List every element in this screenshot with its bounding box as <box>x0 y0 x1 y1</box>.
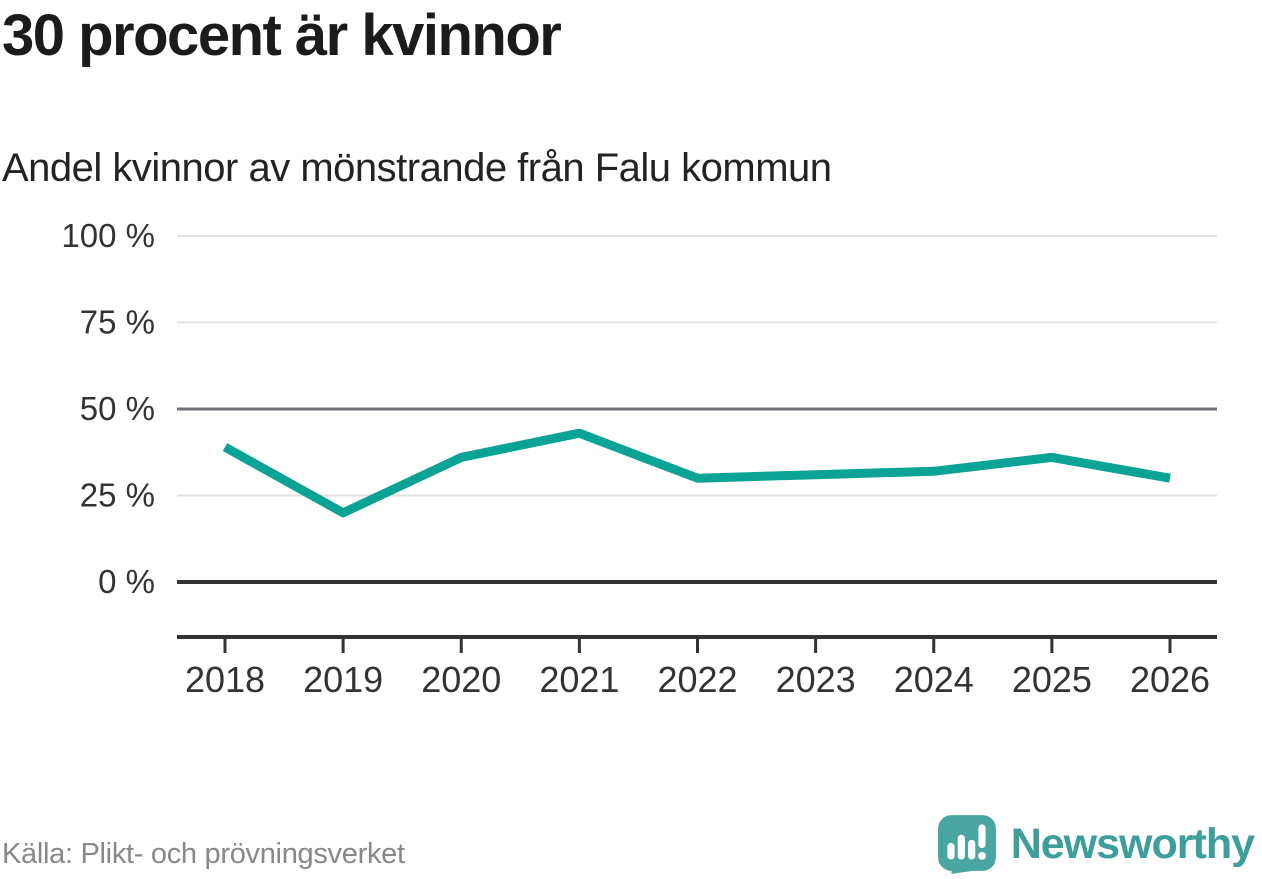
newsworthy-wordmark: Newsworthy <box>1010 819 1255 868</box>
y-tick-label-25: 25 % <box>80 477 155 514</box>
source-note: Källa: Plikt- och prövningsverket <box>2 838 405 870</box>
chart-subtitle: Andel kvinnor av mönstrande från Falu ko… <box>2 146 832 190</box>
y-tick-label-50: 50 % <box>80 390 155 427</box>
data-line <box>222 428 1171 518</box>
newsworthy-bubble-chart-icon <box>937 815 996 874</box>
line-chart: 0 % 25 % 50 % 75 % 100 % 2018 2019 2020 2021 202… <box>61 217 1217 700</box>
logo-bar-short <box>947 842 955 860</box>
x-tick-label-2019: 2019 <box>303 659 383 700</box>
y-axis-labels-group: 0 % 25 % 50 % 75 % 100 % <box>61 217 155 600</box>
logo-exclamation-dot <box>977 851 986 860</box>
x-tick-label-2018: 2018 <box>185 659 265 700</box>
logo-exclamation-bar <box>978 824 986 849</box>
x-axis-group: 2018 2019 2020 2021 2022 2023 2024 2025 2026 <box>177 635 1217 700</box>
y-tick-label-0: 0 % <box>98 563 155 600</box>
x-tick-label-2020: 2020 <box>421 659 501 700</box>
x-tick-label-2026: 2026 <box>1130 659 1210 700</box>
x-tick-label-2023: 2023 <box>776 659 856 700</box>
chart-title: 30 procent är kvinnor <box>2 3 562 68</box>
y-tick-label-75: 75 % <box>80 304 155 341</box>
x-tick-label-2025: 2025 <box>1012 659 1092 700</box>
newsworthy-logo: Newsworthy <box>936 813 1255 875</box>
x-tick-label-2024: 2024 <box>894 659 974 700</box>
x-tick-label-2022: 2022 <box>657 659 737 700</box>
logo-bar-tall <box>957 834 965 860</box>
logo-bar-mid <box>967 839 975 860</box>
x-tick-label-2021: 2021 <box>539 659 619 700</box>
gridlines-group <box>177 235 1217 584</box>
y-tick-label-100: 100 % <box>61 217 155 254</box>
